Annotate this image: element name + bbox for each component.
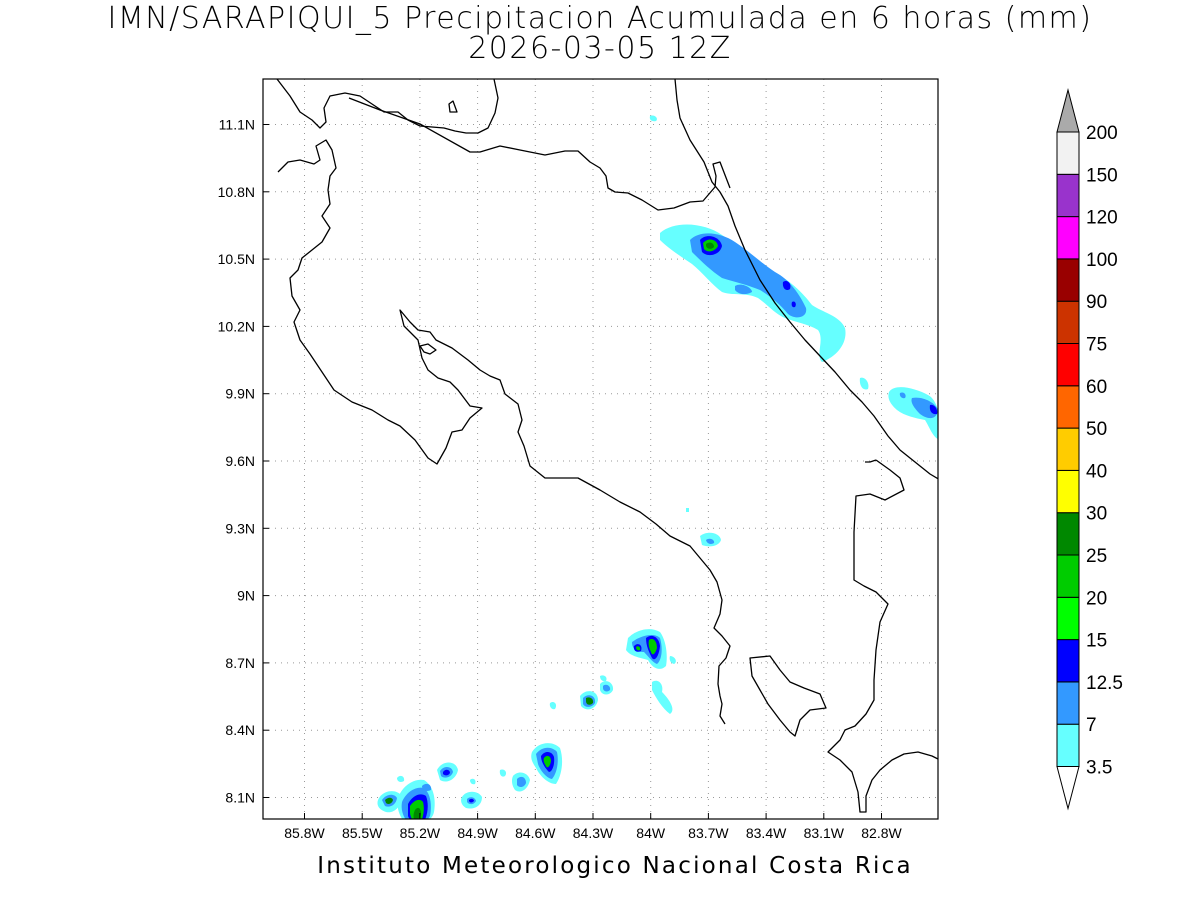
colorbar-label: 100 — [1086, 250, 1118, 271]
plot-frame — [262, 78, 939, 820]
lat-tick-label: 10.5N — [218, 251, 255, 267]
colorbar-label: 20 — [1086, 588, 1107, 609]
colorbar-bin — [1056, 343, 1080, 387]
lon-tick-label: 82.8W — [861, 825, 902, 841]
lat-tick-label: 10.2N — [218, 318, 255, 334]
colorbar-label: 50 — [1086, 419, 1107, 440]
colorbar-label: 3.5 — [1086, 758, 1112, 779]
colorbar-under-triangle — [1056, 766, 1080, 811]
lon-tick-label: 85.2W — [400, 825, 441, 841]
colorbar-label: 120 — [1086, 208, 1118, 229]
rain-area-pacific — [377, 629, 676, 819]
coastlines-and-borders — [276, 79, 938, 813]
colorbar-label: 30 — [1086, 504, 1107, 525]
colorbar-bin — [1056, 469, 1080, 514]
colorbar-over-triangle — [1056, 88, 1080, 133]
colorbar-bin — [1056, 681, 1080, 725]
colorbar-bin — [1056, 427, 1080, 471]
colorbar-label: 150 — [1086, 165, 1118, 186]
lon-tick-label: 84W — [636, 825, 666, 841]
lat-tick-label: 9.9N — [225, 386, 255, 402]
lat-tick-label: 11.1N — [219, 117, 255, 133]
longitude-tick-labels: 85.8W 85.5W 85.2W 84.9W 84.6W 84.3W 84W 83.7W 83… — [284, 813, 903, 841]
colorbar-bin — [1056, 385, 1080, 429]
credit-line: Instituto Meteorologico Nacional Costa R… — [317, 853, 913, 879]
colorbar-label: 40 — [1086, 461, 1107, 482]
grid-lines — [263, 79, 938, 819]
colorbar-bin — [1056, 216, 1080, 260]
map-valid-time: 2026-03-05 12Z — [468, 31, 732, 66]
lon-tick-label: 84.3W — [573, 825, 614, 841]
lat-tick-label: 9.6N — [225, 453, 255, 469]
colorbar-bin — [1056, 131, 1080, 175]
lat-tick-label: 8.7N — [225, 655, 255, 671]
colorbar-bin — [1056, 258, 1080, 302]
lat-tick-label: 8.4N — [225, 722, 255, 738]
lon-tick-label: 83.4W — [746, 825, 787, 841]
rain-area-caribbean-north — [660, 224, 846, 362]
lon-tick-label: 85.5W — [342, 825, 383, 841]
map-title: IMN/SARAPIQUI_5 Precipitacion Acumulada … — [107, 1, 1093, 36]
lon-tick-label: 83.1W — [804, 825, 845, 841]
colorbar-bin — [1056, 300, 1080, 345]
lon-tick-label: 84.6W — [515, 825, 556, 841]
colorbar: 3.5 7 12.5 15 20 25 30 40 50 60 75 90 100 120 150 200 — [1056, 88, 1123, 811]
colorbar-label: 12.5 — [1086, 673, 1123, 694]
lon-tick-label: 85.8W — [284, 825, 325, 841]
rain-area-central — [649, 115, 721, 547]
lat-tick-label: 9N — [237, 588, 255, 604]
colorbar-label: 25 — [1086, 546, 1107, 567]
colorbar-label: 60 — [1086, 377, 1107, 398]
colorbar-label: 200 — [1086, 123, 1118, 144]
colorbar-label: 90 — [1086, 292, 1107, 313]
colorbar-label: 15 — [1086, 631, 1107, 652]
precipitation-field — [377, 115, 938, 819]
colorbar-bin — [1056, 596, 1080, 641]
latitude-tick-labels: 11.1N 10.8N 10.5N 10.2N 9.9N 9.6N 9.3N 9N 8.7N 8.… — [218, 117, 269, 806]
lon-tick-label: 84.9W — [457, 825, 498, 841]
colorbar-label: 75 — [1086, 335, 1107, 356]
colorbar-bin — [1056, 512, 1080, 556]
colorbar-bin — [1056, 639, 1080, 683]
lat-tick-label: 9.3N — [225, 520, 255, 536]
colorbar-label: 7 — [1086, 715, 1097, 736]
lon-tick-label: 83.7W — [688, 825, 729, 841]
rain-area-caribbean-south — [859, 377, 938, 440]
colorbar-bin — [1056, 554, 1080, 598]
lat-tick-label: 8.1N — [225, 790, 255, 806]
lat-tick-label: 10.8N — [218, 184, 255, 200]
colorbar-bin — [1056, 723, 1080, 768]
colorbar-bin — [1056, 173, 1080, 218]
